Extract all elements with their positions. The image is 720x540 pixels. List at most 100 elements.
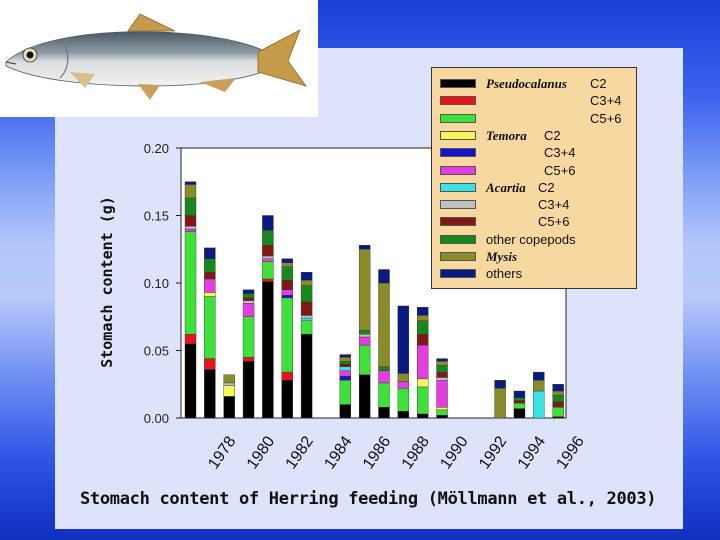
y-axis-label: Stomach content (g) (98, 196, 116, 368)
bar-segment (513, 390, 526, 398)
bar-segment (262, 244, 274, 257)
bar-segment (242, 289, 255, 295)
bar-segment (184, 184, 197, 199)
bar-segment (262, 258, 274, 262)
bar-segment (378, 370, 390, 384)
bar-segment (204, 369, 216, 419)
bar-segment (513, 402, 526, 409)
x-tick-label: 1996 (554, 433, 588, 472)
bar-segment (262, 281, 274, 419)
x-tick-label: 1980 (244, 433, 278, 472)
bar-segment (281, 280, 293, 290)
bar-segment (339, 404, 351, 419)
legend-item: others (440, 266, 630, 281)
bar-segment (223, 385, 235, 397)
legend-item: C3+4 (440, 93, 630, 108)
bar-segment (300, 315, 313, 319)
bar-segment (513, 400, 526, 404)
y-tick-label: 0.05 (144, 344, 169, 359)
legend-swatch (440, 269, 476, 279)
legend-stage: others (486, 266, 523, 282)
bar-segment (339, 366, 351, 371)
bar-segment (494, 388, 506, 419)
x-tick-label: 1984 (321, 433, 355, 472)
bar-segment (552, 416, 564, 419)
legend-item: Pseudocalanus C2 (440, 76, 630, 91)
bar-segment (436, 365, 448, 373)
bar-segment (204, 278, 216, 293)
legend-item: Acartia C2 (440, 180, 630, 195)
bar-segment (436, 409, 448, 416)
legend-stage: C5+6 (590, 110, 622, 126)
bar-segment (262, 230, 274, 246)
bar-segment (378, 282, 390, 367)
slide-caption: Stomach content of Herring feeding (Möll… (80, 489, 657, 509)
bar-segment (184, 197, 197, 216)
herring-fish-icon (5, 13, 308, 100)
y-tick-label: 0.10 (144, 276, 169, 291)
bar-segment (281, 371, 293, 381)
legend-swatch (440, 200, 476, 210)
bar-segment (184, 181, 197, 185)
x-tick-label: 1982 (283, 433, 317, 472)
legend-species: Acartia (486, 179, 526, 195)
legend-item: Temora C2 (440, 128, 630, 143)
legend-swatch (440, 217, 476, 227)
bar-segment (300, 272, 313, 281)
bar-segment (339, 380, 351, 405)
legend-stage: other copepods (486, 231, 576, 247)
x-tick-label: 1978 (205, 433, 239, 472)
bar-segment (300, 334, 313, 419)
bar-segment (262, 278, 274, 282)
bar-segment (552, 390, 564, 396)
legend-swatch (440, 113, 476, 123)
legend-species: Pseudocalanus (486, 76, 567, 91)
legend-species: Mysis (486, 249, 518, 264)
bar-segment (397, 411, 410, 419)
bar-segment (513, 397, 526, 401)
bar-segment (204, 272, 216, 280)
bar-segment (262, 255, 274, 259)
legend-swatch (440, 234, 476, 244)
bar-segment (339, 361, 351, 365)
bar-segment (281, 289, 293, 296)
legend-swatch (440, 79, 476, 88)
bar-segment (300, 317, 313, 322)
bar-segment (552, 407, 564, 417)
legend-stage: C3+4 (544, 145, 576, 161)
legend-swatch (440, 130, 476, 140)
bar-segment (533, 371, 545, 381)
bar-segment (533, 380, 545, 392)
bar-segment (184, 334, 197, 344)
bar-segment (358, 244, 371, 250)
bar-segment (204, 247, 216, 259)
bar-segment (339, 363, 351, 367)
bar-segment (552, 394, 564, 402)
bar-segment (436, 380, 448, 408)
bar-segment (281, 294, 293, 299)
bar-segment (378, 366, 390, 371)
bar-segment (242, 361, 255, 419)
legend-swatch (440, 165, 476, 175)
legend-stage: C2 (544, 127, 561, 143)
bar-segment (184, 228, 197, 232)
legend-stage: C2 (538, 179, 555, 195)
legend-stage: C3+4 (590, 93, 622, 109)
bar-segment (184, 215, 197, 227)
bar-segment (223, 382, 235, 386)
bar-segment (436, 371, 448, 378)
bar-segment (417, 320, 429, 335)
bar-segment (242, 316, 255, 358)
bar-segment (223, 396, 235, 419)
bar-segment (184, 343, 197, 419)
bar-segment (339, 375, 351, 381)
bar-segment (184, 231, 197, 335)
bar-segment (281, 297, 293, 373)
bar-segment (339, 357, 351, 362)
bar-segment (378, 407, 390, 419)
legend-item: other copepods (440, 232, 630, 247)
bar-segment (417, 307, 429, 316)
bar-segment (262, 215, 274, 231)
bar-segment (339, 370, 351, 377)
bar-segment (242, 293, 255, 299)
